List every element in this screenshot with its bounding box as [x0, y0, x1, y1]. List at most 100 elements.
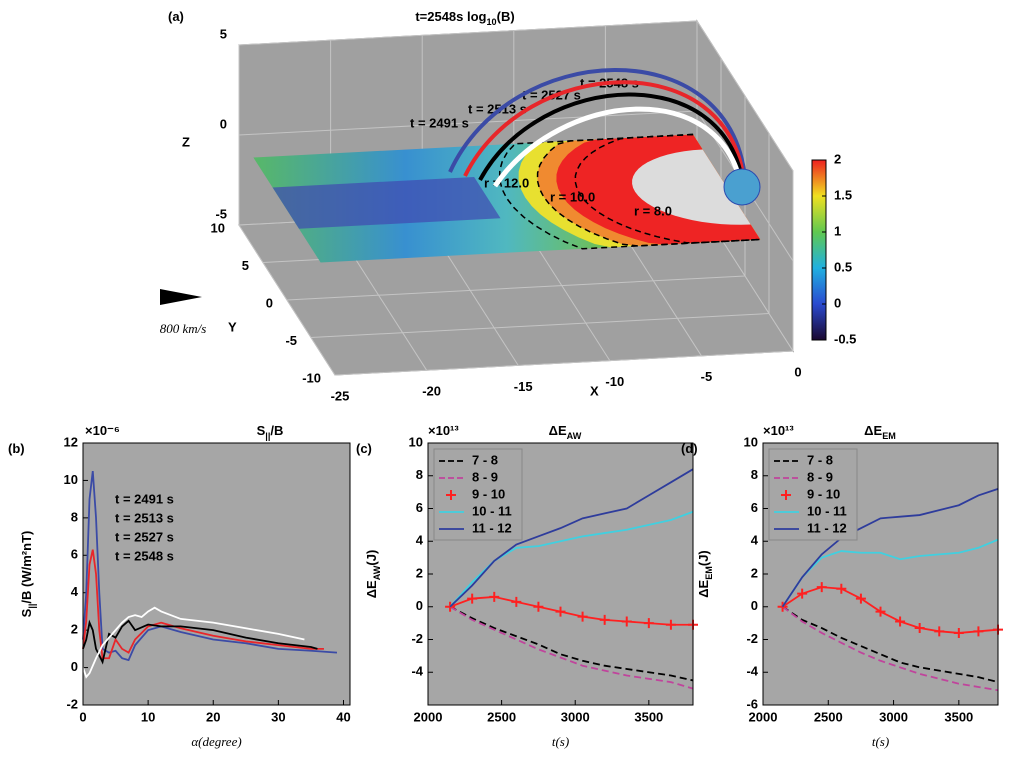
marker: [577, 611, 588, 622]
y-axis-label: Y: [228, 319, 237, 334]
y-tick-label: 4: [416, 533, 424, 548]
y-tick-label: -2: [746, 631, 758, 646]
chart-title-part: ΔE: [549, 423, 567, 438]
y-tick-label: 2: [416, 565, 423, 580]
y-tick-label: 6: [751, 500, 758, 515]
panel-label: (a): [168, 9, 184, 24]
y-tick-label: 6: [416, 500, 423, 515]
colorbar-tick-label: -0.5: [834, 331, 856, 346]
colorbar-tick-label: 2: [834, 151, 841, 166]
x-tick-label: 2500: [487, 709, 516, 724]
colorbar-tick-label: 0: [834, 295, 841, 310]
y-tick-label: -2: [411, 631, 423, 646]
x-axis-label: t(s): [552, 734, 569, 749]
grid-line: [310, 313, 770, 338]
legend-label: t = 2513 s: [115, 510, 174, 525]
series-line: [782, 606, 999, 692]
y-tick-label: 5: [242, 258, 249, 273]
panel-label-part: (a): [168, 9, 184, 24]
y-tick-label: 0: [416, 598, 423, 613]
y-tick-label: -6: [746, 696, 758, 711]
axis-multiplier: ×10¹³: [763, 423, 794, 438]
contour: [536, 133, 761, 247]
plot-area: [83, 443, 350, 705]
y-tick-label: 2: [751, 565, 758, 580]
chart-title: t=2548s log10(B): [415, 9, 514, 27]
x-tick-label: -5: [701, 369, 713, 384]
x-axis-label: α(degree): [191, 734, 241, 749]
y-tick-label: 10: [409, 434, 423, 449]
annotation: r = 8.0: [634, 203, 672, 218]
legend-label: t = 2527 s: [115, 529, 174, 544]
y-axis-label-part: ΔE: [696, 579, 711, 597]
x-tick-label: 2000: [749, 709, 778, 724]
grid-line: [238, 20, 698, 46]
y-axis-label-part: ΔE: [364, 580, 379, 598]
chart-title-part: t=2548s log: [415, 9, 486, 24]
series-line: [449, 605, 694, 690]
field-line: [492, 106, 745, 193]
legend-label: 9 - 10: [472, 486, 505, 501]
legend-label: 8 - 9: [472, 469, 498, 484]
marker: [973, 626, 984, 637]
marker: [777, 601, 788, 612]
y-tick-label: 12: [64, 434, 78, 449]
chart-title-part: AW: [567, 431, 582, 441]
marker: [621, 616, 632, 627]
marker: [836, 583, 847, 594]
annotation: t = 2491 s: [410, 115, 469, 130]
panel-label-part: (d): [681, 441, 698, 456]
y-tick-label: -4: [411, 664, 423, 679]
x-tick-label: 40: [336, 709, 350, 724]
x-tick-label: 3500: [944, 709, 973, 724]
chart-title-part: 10: [487, 17, 497, 27]
y-tick-label: 10: [744, 434, 758, 449]
y-tick-label: 10: [211, 220, 225, 235]
marker: [855, 593, 866, 604]
y-axis-label-part: /B (W/m²nT): [19, 531, 34, 604]
marker: [467, 593, 478, 604]
x-axis-label: X: [590, 383, 599, 398]
marker: [511, 596, 522, 607]
legend-label: t = 2491 s: [115, 491, 174, 506]
planet: [723, 168, 761, 206]
chart-title-part: /B: [270, 423, 283, 438]
x-tick-label: 3500: [634, 709, 663, 724]
colorbar-tick-label: 1.5: [834, 187, 852, 202]
y-tick-label: 10: [64, 472, 78, 487]
chart-title-part: S: [257, 423, 266, 438]
marker: [914, 623, 925, 634]
chart-title-part: EM: [882, 431, 896, 441]
chart-title-part: ||: [265, 431, 270, 441]
legend-label: 11 - 12: [807, 520, 847, 535]
marker: [599, 614, 610, 625]
legend-marker: [446, 490, 456, 500]
field-line: [463, 80, 746, 183]
x-axis-label: t(s): [872, 734, 889, 749]
y-tick-label: 2: [71, 622, 78, 637]
x-tick-label: -25: [331, 388, 350, 403]
axis-multiplier-part: ×10⁻⁶: [85, 423, 120, 438]
legend-label: 10 - 11: [472, 503, 512, 518]
marker: [797, 588, 808, 599]
marker: [555, 606, 566, 617]
marker: [489, 591, 500, 602]
axis-multiplier: ×10⁻⁶: [85, 423, 120, 438]
series-line: [82, 549, 324, 660]
series-line: [449, 468, 694, 608]
marker: [533, 601, 544, 612]
axis-multiplier: ×10¹³: [428, 423, 459, 438]
marker: [665, 619, 676, 630]
y-tick-label: 8: [751, 467, 758, 482]
chart-title-part: ΔE: [864, 423, 882, 438]
x-tick-label: 10: [141, 709, 155, 724]
y-axis-label-part: AW: [372, 565, 382, 580]
marker: [445, 601, 456, 612]
marker: [816, 582, 827, 593]
y-tick-label: 0: [751, 598, 758, 613]
field-region: [632, 149, 751, 225]
colorbar-tick-label: 0.5: [834, 259, 852, 274]
grid-line: [238, 110, 698, 136]
annotation: r = 10.0: [550, 189, 595, 204]
